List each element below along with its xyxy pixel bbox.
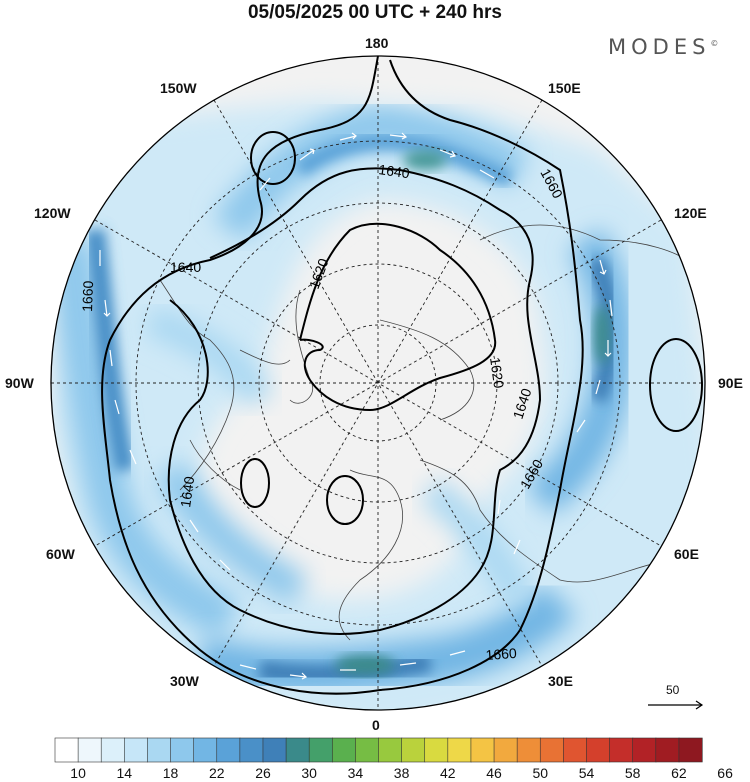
colorbar-tick-label: 50 [532, 765, 549, 781]
meridian-label-120e: 120E [674, 205, 707, 221]
colorbar-swatch [424, 737, 449, 763]
meridian-label-150w: 150W [160, 80, 197, 96]
colorbar-swatch [586, 737, 611, 763]
contour-label: 1660 [79, 280, 96, 312]
colorbar-swatch [124, 737, 149, 763]
colorbar-tick-label: 46 [486, 765, 502, 781]
colorbar-swatch [516, 737, 541, 763]
colorbar-swatch [77, 737, 102, 763]
colorbar-swatch [285, 737, 310, 763]
colorbar-swatch [147, 737, 172, 763]
colorbar-tick-label: 66 [717, 765, 733, 781]
colorbar-swatch [239, 737, 264, 763]
colorbar-tick-label: 26 [255, 765, 271, 781]
colorbar-tick-label: 10 [70, 765, 86, 781]
colorbar-swatch [170, 737, 195, 763]
map-border [50, 55, 706, 711]
meridian-label-180: 180 [365, 35, 389, 51]
graticule [51, 56, 705, 710]
meridian-label-90w: 90W [5, 375, 34, 391]
brand-text: MODES [608, 35, 711, 59]
colorbar-swatch [216, 737, 241, 763]
colorbar-swatch [447, 737, 472, 763]
colorbar-swatch [678, 737, 703, 763]
colorbar-swatch [262, 737, 287, 763]
colorbar-tick-label: 58 [624, 765, 641, 781]
colorbar-tick-label: 42 [440, 765, 456, 781]
colorbar-swatch [308, 737, 333, 763]
meridian-label-60e: 60E [674, 546, 699, 562]
contour-label: 1620 [487, 356, 507, 389]
map-title: 05/05/2025 00 UTC + 240 hrs [247, 2, 503, 23]
colorbar-swatch [401, 737, 426, 763]
colorbar-swatch [331, 737, 357, 763]
colorbar-tick-label: 30 [301, 765, 317, 781]
meridian-label-150e: 150E [548, 80, 581, 96]
colorbar-tick-label: 34 [347, 765, 364, 781]
reference-vector-arrow [648, 700, 704, 710]
colorbar-swatch [632, 737, 657, 763]
colorbar-swatch [470, 737, 495, 763]
colorbar-swatch [355, 737, 380, 763]
colorbar-swatch [100, 737, 125, 763]
meridian-label-90e: 90E [718, 375, 743, 391]
colorbar-swatch [493, 737, 518, 763]
colorbar [54, 737, 703, 763]
colorbar-swatch [655, 737, 680, 763]
colorbar-tick-label: 22 [209, 765, 225, 781]
reference-vector-label: 50 [666, 683, 680, 697]
map-disk [51, 56, 705, 710]
contour-label: 1640 [170, 259, 201, 275]
colorbar-swatch [539, 737, 564, 763]
contour-label: 1660 [485, 645, 517, 663]
colorbar-swatch [609, 737, 634, 763]
colorbar-tick-label: 38 [393, 765, 410, 781]
colorbar-tick-label: 14 [116, 765, 133, 781]
colorbar-swatch [563, 737, 588, 763]
colorbar-tick-label: 62 [671, 765, 687, 781]
contour-label: 1640 [177, 475, 197, 508]
meridian-label-30e: 30E [548, 673, 573, 689]
meridian-label-30w: 30W [170, 673, 199, 689]
meridian-label-0: 0 [372, 717, 380, 733]
colorbar-swatch [193, 737, 218, 763]
meridian-label-60w: 60W [46, 546, 75, 562]
colorbar-tick-label: 18 [162, 765, 179, 781]
brand-mark: © [710, 39, 719, 48]
colorbar-swatch [378, 737, 403, 763]
wind-vectors [99, 132, 613, 680]
colorbar-swatch [54, 737, 79, 763]
colorbar-tick-label: 54 [578, 765, 595, 781]
modes-logo: MODES© [608, 35, 718, 59]
contour-label: 1640 [378, 161, 411, 181]
coastlines [159, 224, 701, 641]
meridian-label-120w: 120W [34, 205, 71, 221]
height-contours [101, 56, 703, 695]
